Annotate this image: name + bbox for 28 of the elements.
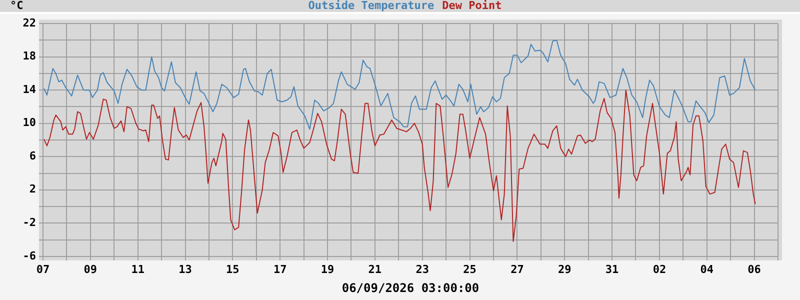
x-tick-label: 06 xyxy=(748,262,762,276)
y-tick-label: 22 xyxy=(22,16,36,30)
x-tick-label: 02 xyxy=(652,262,666,276)
x-tick-label: 29 xyxy=(558,262,572,276)
x-tick-label: 17 xyxy=(273,262,287,276)
y-tick-label: 10 xyxy=(22,116,36,130)
y-tick-label: -2 xyxy=(22,216,36,229)
x-tick-label: 07 xyxy=(36,262,50,276)
x-axis-title: 06/09/2026 03:00:00 xyxy=(342,280,480,295)
x-tick-label: 21 xyxy=(368,262,382,276)
x-tick-label: 09 xyxy=(84,262,98,276)
y-tick-label: 18 xyxy=(22,50,36,63)
text: Outside Temperature xyxy=(308,0,434,12)
y-tick-label: 14 xyxy=(22,82,36,96)
x-tick-label: 31 xyxy=(605,262,620,276)
y-tick-label: 6 xyxy=(29,149,36,162)
x-tick-label: 19 xyxy=(320,262,334,276)
text: Dew Point xyxy=(442,0,502,12)
x-tick-label: 25 xyxy=(463,262,476,276)
x-tick-label: 13 xyxy=(178,262,192,276)
x-tick-label: 27 xyxy=(510,262,524,276)
x-tick-label: 11 xyxy=(131,262,145,276)
x-tick-label: 04 xyxy=(700,262,714,276)
y-axis-title: °C xyxy=(9,0,24,12)
y-tick-label: 2 xyxy=(29,182,36,196)
x-tick-label: 23 xyxy=(416,262,429,276)
x-tick-label: 15 xyxy=(226,262,240,276)
y-tick-label: -6 xyxy=(22,249,36,262)
